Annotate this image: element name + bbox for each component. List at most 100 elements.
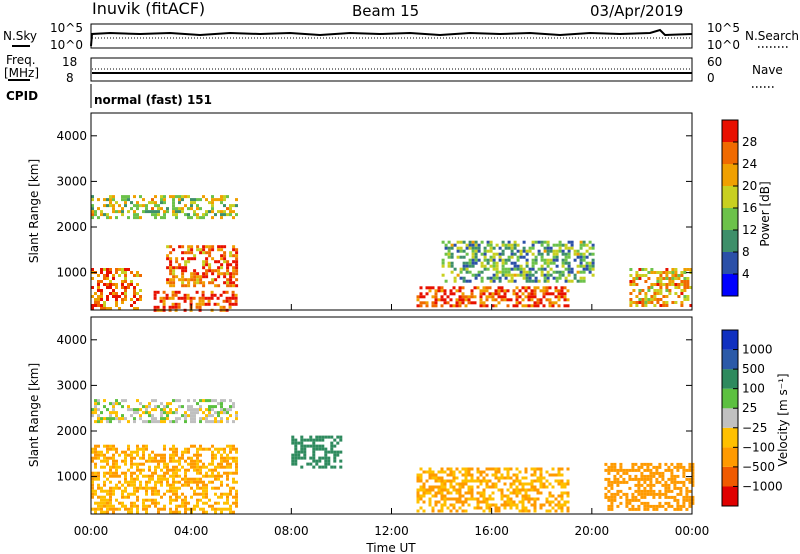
power-echo-cell (515, 286, 519, 290)
power-echo-cell (554, 295, 558, 299)
velocity-echo-cell (464, 476, 468, 480)
velocity-echo-cell (97, 399, 100, 403)
velocity-echo-cell (115, 450, 118, 454)
power-echo-cell (229, 251, 233, 255)
power-echo-cell (124, 289, 127, 292)
power-echo-cell (192, 296, 196, 300)
power-echo-cell (461, 292, 465, 296)
power-echo-cell (145, 210, 148, 214)
velocity-echo-cell (291, 456, 295, 460)
power-echo-cell (674, 301, 678, 304)
power-echo-cell (229, 207, 232, 211)
power-echo-cell (521, 286, 525, 290)
velocity-echo-cell (545, 485, 549, 489)
power-echo-cell (174, 305, 178, 309)
velocity-echo-cell (554, 479, 558, 483)
velocity-echo-cell (130, 456, 133, 460)
power-echo-cell (641, 304, 645, 307)
power-echo-cell (677, 295, 681, 298)
velocity-echo-cell (521, 509, 525, 513)
power-echo-cell (118, 274, 121, 277)
velocity-echo-cell (214, 510, 217, 514)
velocity-echo-cell (333, 438, 337, 442)
velocity-echo-cell (181, 498, 184, 502)
power-echo-cell (441, 273, 445, 277)
power-echo-cell (552, 261, 556, 265)
power-echo-cell (507, 255, 511, 259)
velocity-echo-cell (518, 470, 522, 474)
velocity-echo-cell (613, 480, 617, 484)
power-echo-cell (489, 279, 493, 283)
power-echo-cell (540, 264, 544, 268)
velocity-echo-cell (557, 467, 561, 471)
power-echo-cell (515, 301, 519, 305)
power-echo-cell (644, 274, 648, 277)
velocity-echo-cell (112, 510, 115, 514)
velocity-echo-cell (461, 485, 465, 489)
power-echo-cell (127, 283, 130, 286)
power-echo-cell (174, 290, 178, 294)
velocity-echo-cell (184, 477, 187, 481)
velocity-echo-cell (676, 462, 680, 466)
velocity-echo-cell (673, 507, 677, 511)
velocity-echo-cell (145, 510, 148, 514)
velocity-echo-cell (437, 509, 441, 513)
velocity-echo-cell (115, 402, 118, 406)
power-echo-cell (567, 252, 571, 256)
velocity-echo-cell (437, 491, 441, 495)
power-echo-cell (172, 201, 175, 205)
power-echo-cell (235, 257, 239, 261)
power-echo-cell (223, 213, 226, 217)
power-echo-cell (106, 213, 109, 217)
velocity-echo-cell (193, 420, 196, 424)
power-echo-cell (498, 270, 502, 274)
velocity-echo-cell (208, 420, 211, 424)
power-echo-cell (555, 243, 559, 247)
velocity-echo-cell (103, 489, 106, 493)
power-echo-cell (172, 207, 175, 211)
power-echo-cell (507, 273, 511, 277)
velocity-echo-cell (190, 480, 193, 484)
velocity-echo-cell (166, 405, 169, 409)
power-echo-cell (480, 240, 484, 244)
velocity-echo-cell (670, 480, 674, 484)
power-echo-cell (548, 298, 552, 302)
velocity-echo-cell (613, 477, 617, 481)
velocity-echo-cell (211, 450, 214, 454)
power-echo-cell (94, 298, 97, 301)
velocity-echo-cell (235, 417, 238, 421)
power-echo-cell (677, 274, 681, 277)
power-echo-cell (226, 195, 229, 199)
power-echo-cell (522, 240, 526, 244)
velocity-echo-cell (115, 468, 118, 472)
power-echo-cell (680, 274, 684, 277)
power-echo-cell (437, 298, 441, 302)
power-echo-cell (470, 295, 474, 299)
velocity-echo-cell (560, 509, 564, 513)
power-echo-cell (202, 284, 206, 288)
velocity-echo-cell (485, 485, 489, 489)
cpid-label: CPID (6, 89, 38, 103)
power-echo-cell (232, 266, 236, 270)
power-echo-cell (567, 240, 571, 244)
power-echo-cell (665, 268, 669, 271)
power-echo-cell (199, 251, 203, 255)
velocity-echo-cell (428, 503, 432, 507)
power-echo-cell (139, 195, 142, 199)
power-echo-cell (133, 289, 136, 292)
power-echo-cell (465, 243, 469, 247)
velocity-echo-cell (103, 405, 106, 409)
power-echo-cell (680, 283, 684, 286)
velocity-echo-cell (172, 480, 175, 484)
velocity-echo-cell (109, 495, 112, 499)
velocity-echo-cell (169, 483, 172, 487)
velocity-echo-cell (646, 507, 650, 511)
nave-right-label: Nave (752, 63, 783, 77)
power-echo-cell (537, 252, 541, 256)
velocity-echo-cell (115, 414, 118, 418)
velocity-echo-cell (640, 489, 644, 493)
velocity-echo-cell (300, 465, 304, 469)
velocity-echo-cell (91, 450, 94, 454)
power-echo-cell (97, 216, 100, 220)
velocity-echo-cell (312, 453, 316, 457)
